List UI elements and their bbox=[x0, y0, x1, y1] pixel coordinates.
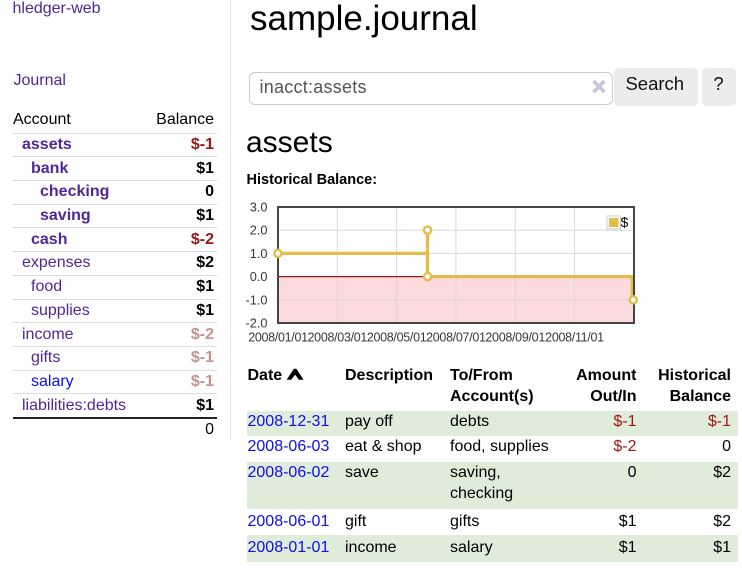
svg-text:-2.0: -2.0 bbox=[245, 316, 267, 331]
svg-text:-1.0: -1.0 bbox=[245, 292, 267, 307]
svg-text:2008/01/01: 2008/01/01 bbox=[248, 330, 308, 344]
svg-text:2008/09/01: 2008/09/01 bbox=[485, 330, 545, 344]
svg-text:2008/05/01: 2008/05/01 bbox=[367, 330, 427, 344]
svg-text:2.0: 2.0 bbox=[250, 223, 268, 238]
svg-text:2008/11/01: 2008/11/01 bbox=[545, 330, 604, 344]
svg-text:$: $ bbox=[621, 214, 629, 230]
svg-text:0.0: 0.0 bbox=[250, 269, 268, 284]
svg-text:2008/07/01: 2008/07/01 bbox=[426, 330, 486, 344]
svg-text:1.0: 1.0 bbox=[250, 246, 268, 261]
svg-text:2008/03/01: 2008/03/01 bbox=[308, 330, 368, 344]
svg-text:3.0: 3.0 bbox=[250, 200, 268, 215]
